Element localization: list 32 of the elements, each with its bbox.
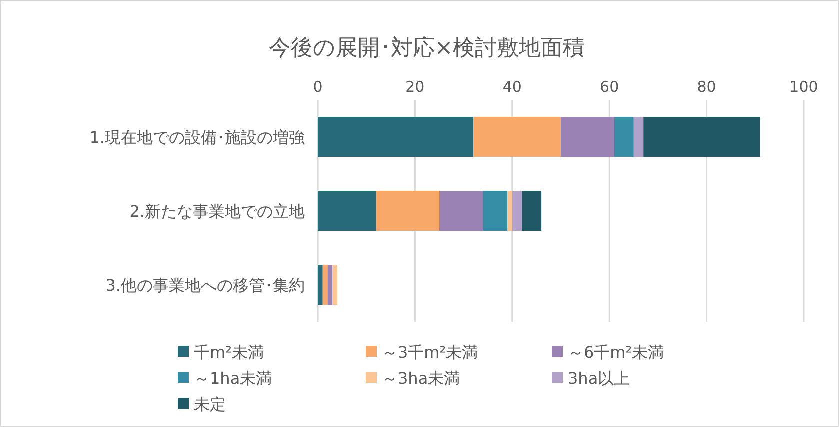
legend-label: ～3ha未満 xyxy=(382,369,460,388)
x-tick-label: 60 xyxy=(600,78,620,96)
legend-label: ～1ha未満 xyxy=(194,369,272,388)
bar xyxy=(376,191,440,231)
x-tick-label: 0 xyxy=(313,78,323,96)
legend-label: 3ha以上 xyxy=(568,369,630,388)
bar xyxy=(512,191,522,231)
bar xyxy=(508,191,512,231)
bar xyxy=(328,265,333,305)
bar xyxy=(644,117,760,157)
bar xyxy=(522,191,542,231)
bar xyxy=(322,265,328,305)
title: 今後の展開･対応×検討敷地面積 xyxy=(268,36,586,61)
bar xyxy=(634,117,644,157)
legend-label: 未定 xyxy=(194,395,226,414)
x-tick-label: 80 xyxy=(697,78,716,96)
y-tick-label: 1.現在地での設備･施設の増強 xyxy=(90,128,305,147)
x-tick-label: 20 xyxy=(406,78,425,96)
y-tick-label: 2.新たな事業地での立地 xyxy=(130,202,305,221)
bar xyxy=(561,117,614,157)
legend-label: 千m²未満 xyxy=(194,343,264,362)
bar xyxy=(614,117,634,157)
y-tick-label: 3.他の事業地への移管･集約 xyxy=(106,276,305,295)
bar xyxy=(440,191,484,231)
bar xyxy=(318,265,323,305)
bar xyxy=(332,265,338,305)
x-tick-label: 40 xyxy=(502,78,522,96)
bar xyxy=(318,117,474,157)
bar xyxy=(318,191,376,231)
bar xyxy=(474,117,561,157)
bar xyxy=(483,191,508,231)
x-tick-label: 100 xyxy=(790,78,818,96)
